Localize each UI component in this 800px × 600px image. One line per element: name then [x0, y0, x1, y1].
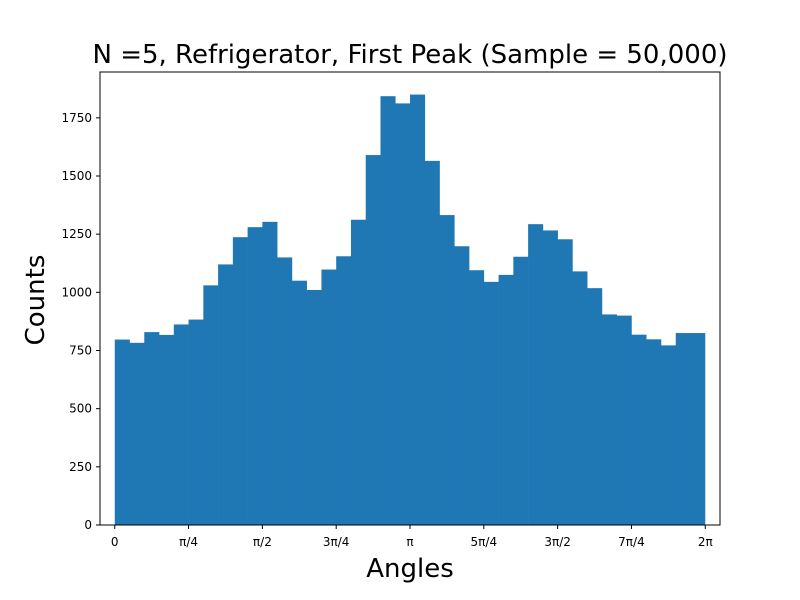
histogram-bar [646, 339, 662, 525]
histogram-bar [601, 314, 617, 525]
histogram-bar [159, 334, 175, 525]
histogram-bar [203, 285, 219, 525]
histogram-bar [336, 256, 352, 525]
x-tick-label: π [406, 535, 413, 549]
histogram-bar [380, 96, 396, 525]
histogram-bar [188, 319, 204, 525]
histogram-bar [469, 270, 485, 525]
x-tick-label: 0 [111, 535, 119, 549]
histogram-bar [395, 103, 411, 526]
y-tick-label: 1000 [61, 285, 92, 299]
y-tick-label: 1750 [61, 111, 92, 125]
histogram-bar [424, 160, 440, 525]
x-tick-label: π/4 [179, 535, 198, 549]
histogram-bar [114, 339, 130, 525]
histogram-bar [291, 280, 307, 525]
histogram-bar [232, 237, 248, 525]
x-tick-label: π/2 [253, 535, 272, 549]
x-axis-label: Angles [366, 554, 454, 584]
histogram-bar [616, 315, 632, 525]
y-axis-ticks: 0 250 500 750 1000 1250 1500 1750 [61, 111, 100, 532]
histogram-bar [306, 290, 322, 525]
histogram-bar [660, 345, 677, 525]
histogram-bar [439, 215, 455, 526]
histogram-bar [144, 332, 160, 525]
y-tick-label: 500 [69, 402, 92, 416]
y-axis-label: Counts [21, 255, 51, 346]
histogram-bar [483, 281, 499, 525]
y-tick-label: 250 [69, 460, 92, 474]
histogram-bar [365, 155, 381, 525]
histogram-bar [262, 221, 278, 525]
histogram-bar [247, 227, 263, 525]
y-tick-label: 0 [84, 518, 92, 532]
histogram-bar [173, 324, 189, 525]
histogram-bar [513, 256, 529, 525]
histogram-bar [454, 246, 470, 525]
y-tick-label: 1250 [61, 227, 92, 241]
histogram-bar [350, 219, 367, 525]
histogram-bar [557, 239, 573, 525]
histogram-bar [572, 271, 588, 525]
histogram-bar [542, 230, 558, 525]
histogram-bar [129, 342, 145, 525]
histogram-bar [675, 333, 706, 525]
y-tick-label: 750 [69, 344, 92, 358]
histogram-bar [587, 288, 603, 525]
histogram-bar [528, 224, 544, 525]
histogram-bar [631, 334, 647, 525]
histogram-bar [410, 94, 426, 525]
x-tick-label: 7π/4 [618, 535, 645, 549]
x-tick-label: 3π/2 [544, 535, 571, 549]
x-tick-label: 5π/4 [471, 535, 498, 549]
chart-title: N =5, Refrigerator, First Peak (Sample =… [92, 40, 727, 70]
x-axis-ticks: 0 π/4 π/2 3π/4 π 5π/4 3π/2 7π/4 2π [111, 525, 713, 549]
x-tick-label: 3π/4 [323, 535, 350, 549]
bars-group [114, 94, 706, 526]
x-tick-label: 2π [698, 535, 713, 549]
histogram-bar [218, 264, 234, 525]
histogram-bar [498, 274, 514, 525]
histogram-bar [321, 269, 337, 525]
histogram-bar [277, 257, 293, 525]
y-tick-label: 1500 [61, 169, 92, 183]
